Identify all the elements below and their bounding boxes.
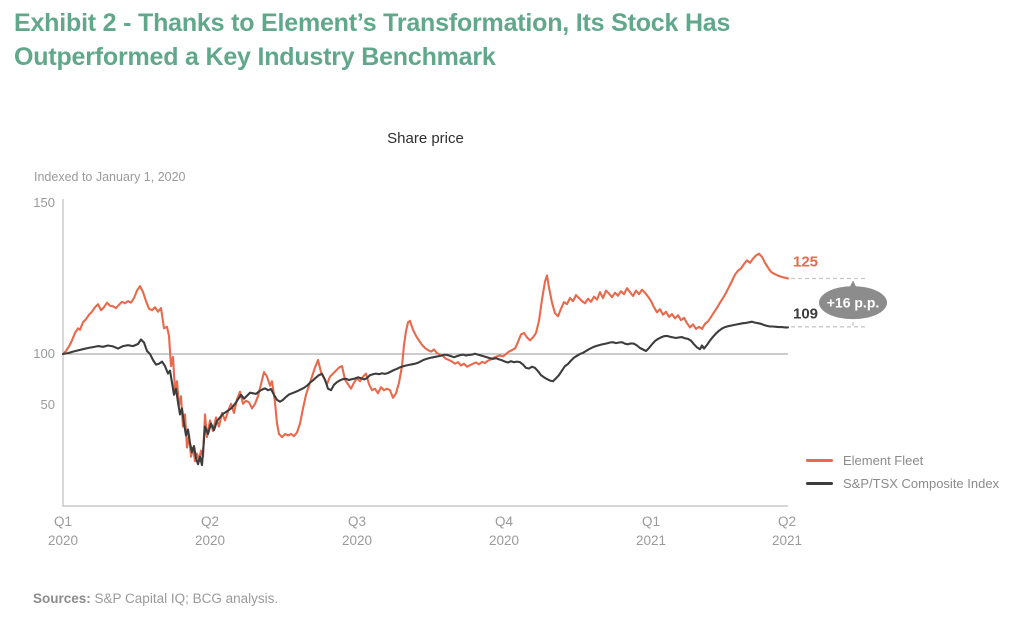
x-tick-year: 2020 xyxy=(195,533,225,548)
x-tick-year: 2020 xyxy=(48,533,78,548)
legend-item-sp-tsx: S&P/TSX Composite Index xyxy=(806,475,999,491)
x-tick-year: 2021 xyxy=(772,533,802,548)
chart-title: Share price xyxy=(387,130,464,147)
axes xyxy=(62,199,788,507)
end-label-sp-tsx: 109 xyxy=(793,305,818,322)
legend-label-element-fleet: Element Fleet xyxy=(843,452,924,468)
x-tick-year: 2021 xyxy=(636,533,666,548)
end-label-element-fleet: 125 xyxy=(793,254,818,271)
x-tick-year: 2020 xyxy=(489,533,519,548)
sources-label: Sources: xyxy=(33,591,91,606)
x-tick-quarter: Q3 xyxy=(348,514,366,529)
x-tick-year: 2020 xyxy=(342,533,372,548)
series-line-element-fleet xyxy=(61,252,790,463)
x-tick-quarter: Q4 xyxy=(495,514,514,529)
annotation-text: +16 p.p. xyxy=(827,295,880,311)
exhibit-title: Exhibit 2 - Thanks to Element’s Transfor… xyxy=(14,9,731,71)
y-axis-note: Indexed to January 1, 2020 xyxy=(34,170,186,184)
y-tick-label: 150 xyxy=(33,195,55,210)
series-line-sp-tsx xyxy=(61,320,790,467)
element-fleet-line-swatch xyxy=(806,458,833,462)
x-tick-quarter: Q1 xyxy=(642,514,660,529)
annotation-ellipse xyxy=(819,286,887,320)
x-tick-quarter: Q2 xyxy=(201,514,219,529)
legend: Element Fleet S&P/TSX Composite Index xyxy=(806,452,999,491)
legend-label-sp-tsx: S&P/TSX Composite Index xyxy=(843,475,1000,491)
sources-text: S&P Capital IQ; BCG analysis. xyxy=(90,591,279,606)
y-tick-label: 50 xyxy=(41,397,55,412)
sources: Sources: S&P Capital IQ; BCG analysis. xyxy=(33,591,278,606)
legend-item-element-fleet: Element Fleet xyxy=(806,452,999,468)
sp-tsx-line-swatch xyxy=(806,481,833,485)
y-tick-label: 100 xyxy=(33,346,55,361)
x-tick-quarter: Q2 xyxy=(778,514,796,529)
x-tick-quarter: Q1 xyxy=(54,514,72,529)
